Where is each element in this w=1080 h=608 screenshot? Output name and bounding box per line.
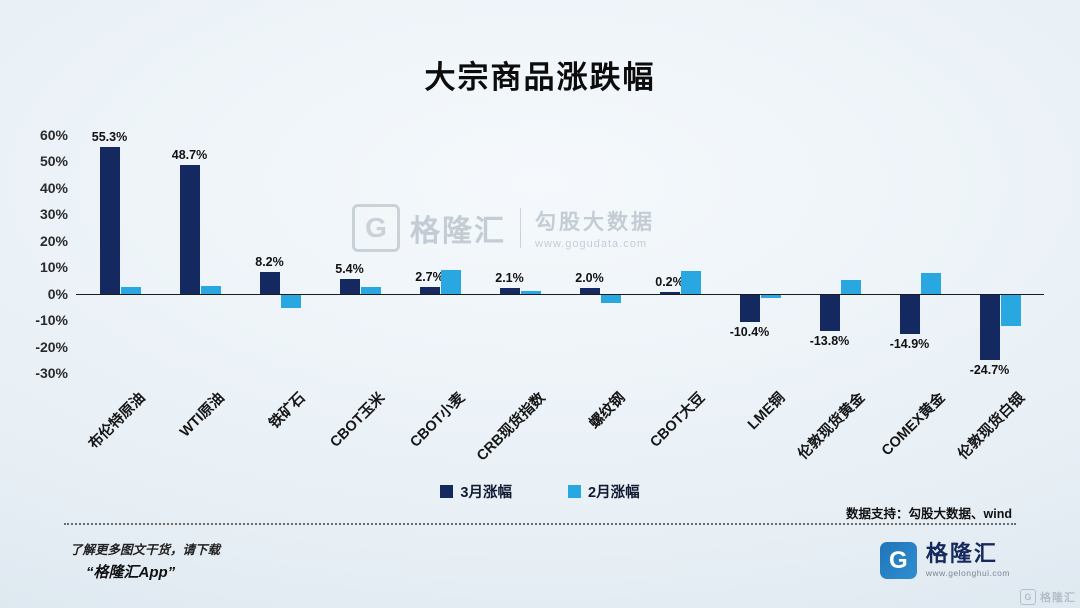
x-category-label: 布伦特原油 xyxy=(85,389,149,453)
watermark-logo-icon: G xyxy=(352,204,400,252)
y-axis: 60% 50% 40% 30% 20% 10% 0% -10% -20% -30% xyxy=(0,127,74,381)
chart-legend: 3月涨幅 2月涨幅 xyxy=(0,481,1080,502)
legend-item-series1: 3月涨幅 xyxy=(440,481,512,502)
x-category-label: WTI原油 xyxy=(177,389,229,441)
y-tick-label: -20% xyxy=(35,338,68,355)
brand-logo: G 格隆汇 www.gelonghui.com xyxy=(879,541,1010,579)
bar-series1-cat8 xyxy=(659,292,680,294)
bar-value-label: 2.1% xyxy=(495,271,524,286)
data-support-note: 数据支持：勾股大数据、wind xyxy=(846,507,1012,521)
y-tick-label: -30% xyxy=(35,365,68,381)
bar-series2-cat6 xyxy=(520,291,541,294)
x-axis-line xyxy=(76,293,1044,296)
x-category-label: CBOT玉米 xyxy=(327,389,389,451)
legend-item-series2: 2月涨幅 xyxy=(568,481,640,502)
bar-value-label: 2.0% xyxy=(575,271,604,286)
y-tick-label: 0% xyxy=(47,285,68,302)
bar-series1-cat1 xyxy=(99,147,120,294)
corner-watermark-icon: G xyxy=(1020,589,1036,605)
promo-text-line1: 了解更多图文干货，请下载 xyxy=(70,543,221,557)
y-tick-label: 60% xyxy=(39,127,68,143)
bar-value-label: 8.2% xyxy=(255,254,284,269)
y-tick-label: 40% xyxy=(39,179,68,196)
bar-series2-cat5 xyxy=(440,269,461,294)
plot-area: 55.3% 布伦特原油 48.7% WTI原油 8.2% 铁矿石 5.4% CBOT玉米 2.7… xyxy=(76,130,1044,464)
bar-series1-cat12 xyxy=(979,294,1000,360)
bar-series2-cat11 xyxy=(920,272,941,294)
bar-series1-cat2 xyxy=(179,164,200,294)
bar-value-label: -14.9% xyxy=(889,337,930,352)
bar-value-label: 5.4% xyxy=(335,262,364,277)
x-category-label: COMEX黄金 xyxy=(878,389,949,460)
y-tick-label: 20% xyxy=(39,232,68,249)
x-category-label: LME铜 xyxy=(744,389,789,434)
bar-value-label: 48.7% xyxy=(171,147,208,162)
bar-series1-cat6 xyxy=(499,288,520,294)
bar-series2-cat1 xyxy=(120,287,141,294)
bar-value-label: -24.7% xyxy=(969,362,1010,377)
y-tick-label: 50% xyxy=(39,153,68,170)
watermark-subtitle: 勾股大数据 xyxy=(535,211,655,234)
watermark: G 格隆汇 勾股大数据 www.gogudata.com xyxy=(352,204,655,252)
bar-series2-cat8 xyxy=(680,271,701,294)
bar-value-label: 2.7% xyxy=(415,269,444,284)
legend-label: 2月涨幅 xyxy=(588,485,640,501)
bar-value-label: 55.3% xyxy=(91,130,128,145)
chart-title: 大宗商品涨跌幅 xyxy=(424,60,656,95)
watermark-url: www.gogudata.com xyxy=(535,238,647,250)
bar-value-label: -13.8% xyxy=(809,334,850,349)
dotted-separator xyxy=(64,523,1016,525)
bar-series2-cat3 xyxy=(280,294,301,308)
bar-series1-cat7 xyxy=(579,288,600,294)
x-category-label: CBOT小麦 xyxy=(407,389,469,451)
watermark-brand: 格隆汇 xyxy=(410,215,506,248)
bar-series1-cat4 xyxy=(339,279,360,294)
brand-name: 格隆汇 xyxy=(925,541,998,567)
x-category-label: CBOT大豆 xyxy=(647,389,709,451)
brand-url: www.gelonghui.com xyxy=(925,568,1010,579)
bar-series2-cat2 xyxy=(200,285,221,294)
corner-watermark-text: 格隆汇 xyxy=(1040,592,1076,604)
x-category-label: 伦敦现货黄金 xyxy=(795,389,869,463)
y-tick-label: -10% xyxy=(35,312,68,329)
bar-series2-cat4 xyxy=(360,287,381,294)
legend-swatch xyxy=(440,485,454,498)
legend-label: 3月涨幅 xyxy=(460,485,512,501)
brand-logo-icon: G xyxy=(879,542,917,579)
x-category-label: 铁矿石 xyxy=(266,389,309,432)
x-category-label: CRB现货指数 xyxy=(473,389,549,465)
promo-text-line2: “格隆汇App” xyxy=(86,564,176,581)
bar-series1-cat9 xyxy=(739,294,760,323)
x-category-label: 螺纹钢 xyxy=(586,389,629,432)
corner-watermark: G 格隆汇 xyxy=(1020,589,1076,605)
bar-series1-cat11 xyxy=(899,294,920,335)
x-category-label: 伦敦现货白银 xyxy=(955,389,1029,463)
bar-series1-cat10 xyxy=(819,294,840,332)
bar-series2-cat12 xyxy=(1000,294,1021,327)
legend-swatch xyxy=(568,485,581,498)
y-tick-label: 30% xyxy=(39,206,68,223)
bar-series2-cat10 xyxy=(840,280,861,294)
bar-series1-cat5 xyxy=(419,286,440,294)
y-tick-label: 10% xyxy=(39,259,68,276)
bar-value-label: 0.2% xyxy=(655,275,684,290)
watermark-divider xyxy=(520,208,521,248)
bar-series1-cat3 xyxy=(259,271,280,294)
bar-series2-cat7 xyxy=(600,294,621,303)
bar-series2-cat9 xyxy=(760,294,781,298)
bar-value-label: -10.4% xyxy=(729,325,770,340)
